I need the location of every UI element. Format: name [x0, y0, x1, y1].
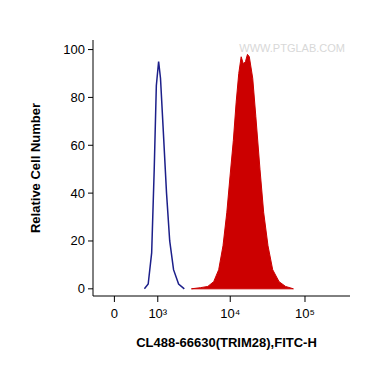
y-tick-label: 100 — [63, 42, 85, 57]
plot-area — [144, 54, 293, 288]
y-tick — [88, 97, 93, 98]
x-axis-label: CL488-66630(TRIM28),FITC-H — [136, 335, 317, 350]
x-axis — [93, 296, 350, 297]
y-tick — [88, 49, 93, 50]
y-tick — [88, 288, 93, 289]
x-tick — [157, 296, 158, 302]
y-tick-label: 20 — [71, 233, 85, 248]
y-tick-label: 80 — [71, 90, 85, 105]
x-tick — [304, 296, 305, 302]
y-tick — [88, 193, 93, 194]
histogram-area — [191, 54, 293, 288]
x-tick-label: 10⁴ — [220, 306, 240, 321]
x-tick-label: 0 — [111, 306, 118, 321]
x-tick — [114, 296, 115, 302]
y-tick — [88, 240, 93, 241]
y-axis — [93, 40, 94, 296]
watermark: WWW.PTGLAB.COM — [239, 42, 345, 54]
x-tick-label: 10⁵ — [295, 306, 315, 321]
y-tick-label: 0 — [78, 281, 85, 296]
x-tick-label: 10³ — [148, 306, 167, 321]
y-axis-label: Relative Cell Number — [28, 103, 43, 233]
y-tick-label: 60 — [71, 138, 85, 153]
y-tick-label: 40 — [71, 186, 85, 201]
histogram-line — [144, 62, 184, 289]
chart: WWW.PTGLAB.COM 0 20 40 60 80 100 0 10³ 10⁴ 10⁵ CL48… — [0, 0, 370, 367]
x-tick — [230, 296, 231, 302]
y-tick — [88, 145, 93, 146]
